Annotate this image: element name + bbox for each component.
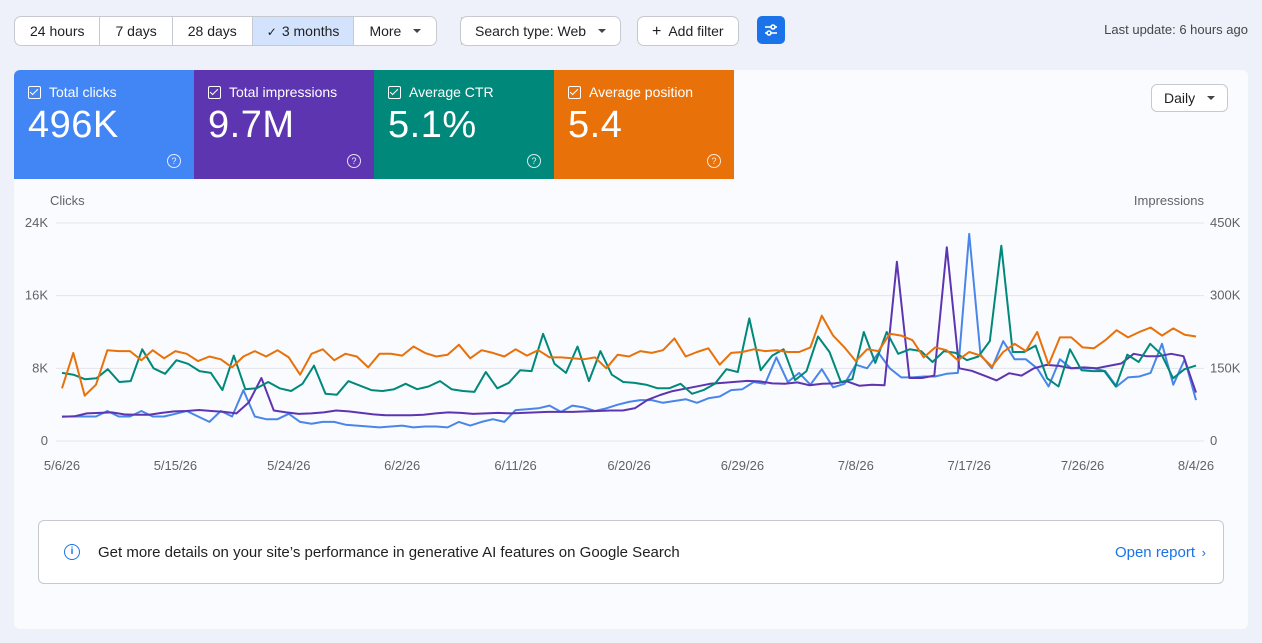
x-tick-label: 6/29/26 [721,458,764,473]
granularity-label: Daily [1164,90,1196,106]
series-line-average-ctr [61,244,1197,396]
metric-average-ctr[interactable]: Average CTR 5.1% ? [374,70,554,179]
granularity-dropdown[interactable]: Daily [1151,84,1229,112]
right-tick-label: 0 [1210,433,1217,448]
metric-total-clicks[interactable]: Total clicks 496K ? [14,70,194,179]
toolbar: 24 hours 7 days 28 days ✓ 3 months More S… [14,16,1248,46]
metric-header: Total impressions [208,84,337,100]
help-icon[interactable]: ? [707,154,721,168]
x-tick-label: 5/6/26 [44,458,80,473]
plus-icon: + [652,23,662,40]
search-type-dropdown[interactable]: Search type: Web [460,16,622,46]
range-3-months-label: 3 months [281,23,340,39]
left-tick-label: 24K [25,215,48,230]
metric-label: Total clicks [49,84,117,100]
metric-header: Total clicks [28,84,117,100]
range-more-dropdown[interactable]: More [354,17,436,45]
last-update-text: Last update: 6 hours ago [1104,22,1248,37]
right-tick-label: 150K [1210,360,1241,375]
x-tick-label: 5/15/26 [154,458,197,473]
open-report-link[interactable]: Open report [1114,544,1195,561]
range-more-label: More [369,23,402,39]
checkbox-icon [568,86,581,99]
range-3-months[interactable]: ✓ 3 months [252,17,355,45]
checkbox-icon [208,86,221,99]
add-filter-label: Add filter [668,23,724,39]
date-range-selector: 24 hours 7 days 28 days ✓ 3 months More [14,16,438,46]
x-tick-label: 6/20/26 [607,458,650,473]
x-tick-label: 7/17/26 [948,458,991,473]
metric-label: Average CTR [409,84,494,100]
right-axis-title: Impressions [1134,193,1205,208]
info-icon: i [64,544,80,560]
left-tick-label: 8K [32,360,48,375]
x-tick-label: 7/8/26 [838,458,874,473]
compare-settings-button[interactable] [757,16,785,44]
range-28-days[interactable]: 28 days [173,17,253,45]
right-tick-label: 300K [1210,288,1241,303]
range-7-days[interactable]: 7 days [100,17,173,45]
caret-down-icon [413,29,422,34]
x-tick-label: 7/26/26 [1061,458,1104,473]
metric-label: Total impressions [229,84,338,100]
caret-down-icon [598,29,607,34]
metric-header: Average CTR [388,84,494,100]
x-tick-label: 6/2/26 [384,458,420,473]
performance-chart: Clicks Impressions 24K 450K 16K 300K 8K 150K 0 0 5… [25,193,1241,473]
series-line-average-position [61,314,1197,397]
right-tick-label: 450K [1210,215,1241,230]
x-tick-label: 5/24/26 [267,458,310,473]
tune-icon [765,24,777,36]
banner-message: Get more details on your site’s performa… [98,544,680,561]
left-tick-label: 0 [41,433,48,448]
ai-features-banner: i Get more details on your site’s perfor… [38,520,1224,584]
caret-down-icon [1207,96,1216,101]
help-icon[interactable]: ? [527,154,541,168]
checkbox-icon [388,86,401,99]
help-icon[interactable]: ? [167,154,181,168]
metric-average-position[interactable]: Average position 5.4 ? [554,70,734,179]
metric-total-impressions[interactable]: Total impressions 9.7M ? [194,70,374,179]
chevron-right-icon: › [1201,545,1206,560]
series-line-total-clicks [62,232,1197,429]
metric-value: 5.4 [568,104,623,146]
help-icon[interactable]: ? [347,154,361,168]
x-tick-label: 8/4/26 [1178,458,1214,473]
metric-label: Average position [589,84,694,100]
left-axis-title: Clicks [50,193,85,208]
performance-card: Total clicks 496K ? Total impressions 9.… [14,70,1248,629]
checkbox-icon [28,86,41,99]
left-tick-label: 16K [25,288,48,303]
metric-value: 496K [28,104,119,146]
metric-value: 5.1% [388,104,477,146]
range-24-hours[interactable]: 24 hours [15,17,101,45]
search-type-label: Search type: Web [475,23,587,39]
check-icon: ✓ [266,25,277,39]
add-filter-button[interactable]: + Add filter [637,16,739,46]
x-tick-label: 6/11/26 [494,458,536,473]
series-line-total-impressions [61,246,1197,418]
metric-value: 9.7M [208,104,295,146]
metric-header: Average position [568,84,693,100]
